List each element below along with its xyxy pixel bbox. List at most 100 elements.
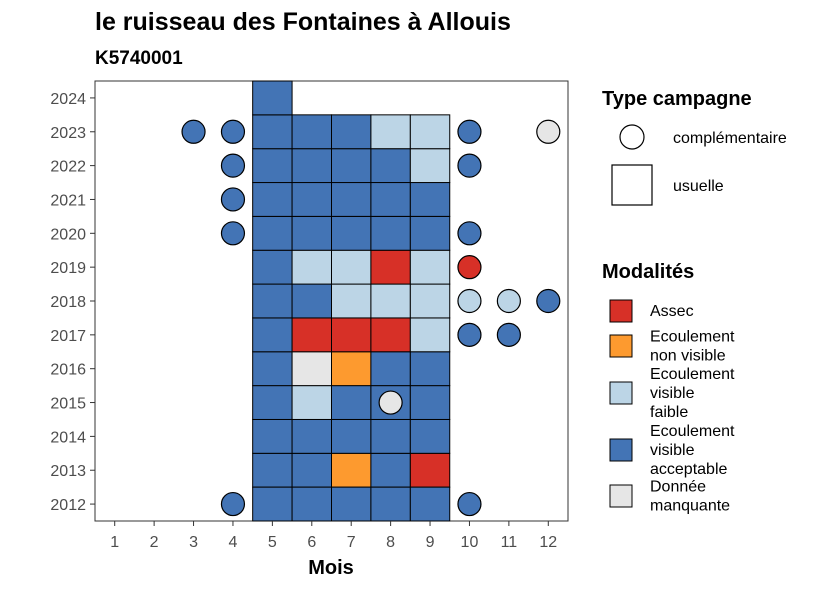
point-marker xyxy=(457,153,482,178)
tile-cell xyxy=(331,486,372,522)
x-tick-label: 12 xyxy=(539,534,557,551)
tile-cell xyxy=(331,249,372,285)
x-tick-label: 5 xyxy=(268,534,277,551)
y-tick-label: 2016 xyxy=(50,362,86,379)
point-marker xyxy=(181,119,206,144)
point-marker xyxy=(496,322,521,347)
tile-cell xyxy=(252,317,293,353)
point-marker xyxy=(457,322,482,347)
legend-label: acceptable xyxy=(650,461,727,478)
tile-cell xyxy=(252,351,293,387)
x-tick-label: 4 xyxy=(229,534,238,551)
tile-cell xyxy=(409,351,451,387)
tile-cell xyxy=(291,317,333,353)
tile-cell xyxy=(409,452,451,488)
tile-cell xyxy=(252,215,293,251)
tile-cell xyxy=(370,486,411,522)
legend-modalites-title: Modalités xyxy=(602,261,694,283)
tile-cell xyxy=(252,148,293,184)
legend-label: Ecoulement xyxy=(650,329,735,346)
tile-cell xyxy=(252,182,293,217)
legend-label: visible xyxy=(650,442,695,459)
legend-circle-key xyxy=(619,124,645,150)
y-tick-label: 2013 xyxy=(50,463,86,480)
tile-cell xyxy=(252,385,293,420)
tile-cell xyxy=(252,452,293,488)
tile-cell xyxy=(331,351,372,387)
legend-label: faible xyxy=(650,404,688,421)
tile-layer xyxy=(252,80,451,522)
tile-cell xyxy=(370,249,411,285)
y-tick-label: 2023 xyxy=(50,125,86,142)
tile-cell xyxy=(409,385,451,420)
point-marker xyxy=(457,119,482,144)
tile-cell xyxy=(409,486,451,522)
tile-cell xyxy=(291,182,333,217)
x-tick-label: 2 xyxy=(150,534,159,551)
point-marker xyxy=(220,153,246,178)
y-tick-label: 2024 xyxy=(50,91,86,108)
tile-cell xyxy=(409,215,451,251)
tile-cell xyxy=(291,114,333,150)
point-marker xyxy=(457,288,482,314)
legend-key-A xyxy=(609,299,633,323)
tile-cell xyxy=(331,385,372,420)
tile-cell xyxy=(252,418,293,454)
x-tick-label: 11 xyxy=(501,534,518,551)
legend-label: Ecoulement xyxy=(650,366,735,383)
x-tick-label: 10 xyxy=(461,534,479,551)
tile-cell xyxy=(291,486,333,522)
tile-cell xyxy=(370,317,411,353)
tile-cell xyxy=(331,418,372,454)
point-marker xyxy=(378,390,403,415)
tile-cell xyxy=(331,148,372,184)
x-axis: 1 2 3 4 5 6 7 8 9 10 11 12 xyxy=(110,521,557,551)
tile-cell xyxy=(331,215,372,251)
legend-label: Donnée xyxy=(650,479,706,496)
y-axis: 2012 2013 2014 2015 2016 2017 2018 2019 2020 2021… xyxy=(50,91,95,514)
x-tick-label: 9 xyxy=(426,534,435,551)
x-axis-title: Mois xyxy=(308,557,354,579)
legend-type-title: Type campagne xyxy=(602,88,752,110)
y-tick-label: 2015 xyxy=(50,396,86,413)
legend-usuelle-label: usuelle xyxy=(673,178,724,195)
point-marker xyxy=(220,187,246,212)
legend-key-N xyxy=(609,334,633,358)
point-marker xyxy=(220,221,246,246)
tile-cell xyxy=(409,249,451,285)
tile-cell xyxy=(291,283,333,319)
legend-label: manquante xyxy=(650,498,730,515)
y-tick-label: 2017 xyxy=(50,328,86,345)
tile-cell xyxy=(370,182,411,217)
legend-key-F xyxy=(609,381,633,405)
x-tick-label: 7 xyxy=(347,534,356,551)
point-marker xyxy=(220,491,246,517)
chart-subtitle: K5740001 xyxy=(95,48,183,69)
tile-cell xyxy=(370,418,411,454)
x-tick-label: 8 xyxy=(386,534,395,551)
tile-cell xyxy=(409,148,451,184)
tile-cell xyxy=(370,148,411,184)
tile-cell xyxy=(409,283,451,319)
point-marker xyxy=(536,119,561,144)
tile-cell xyxy=(291,452,333,488)
point-marker xyxy=(496,288,521,314)
tile-cell xyxy=(291,418,333,454)
y-tick-label: 2014 xyxy=(50,429,86,446)
tile-cell xyxy=(370,215,411,251)
tile-cell xyxy=(291,249,333,285)
x-tick-label: 1 xyxy=(110,534,119,551)
tile-cell xyxy=(370,114,411,150)
tile-cell xyxy=(252,486,293,522)
tile-cell xyxy=(291,385,333,420)
point-marker xyxy=(457,221,482,246)
tile-cell xyxy=(331,317,372,353)
y-tick-label: 2019 xyxy=(50,260,86,277)
tile-cell xyxy=(409,418,451,454)
legend-label: non visible xyxy=(650,348,726,365)
point-marker xyxy=(220,119,246,144)
y-tick-label: 2020 xyxy=(50,226,86,243)
tile-cell xyxy=(331,283,372,319)
legend-label: Ecoulement xyxy=(650,423,735,440)
